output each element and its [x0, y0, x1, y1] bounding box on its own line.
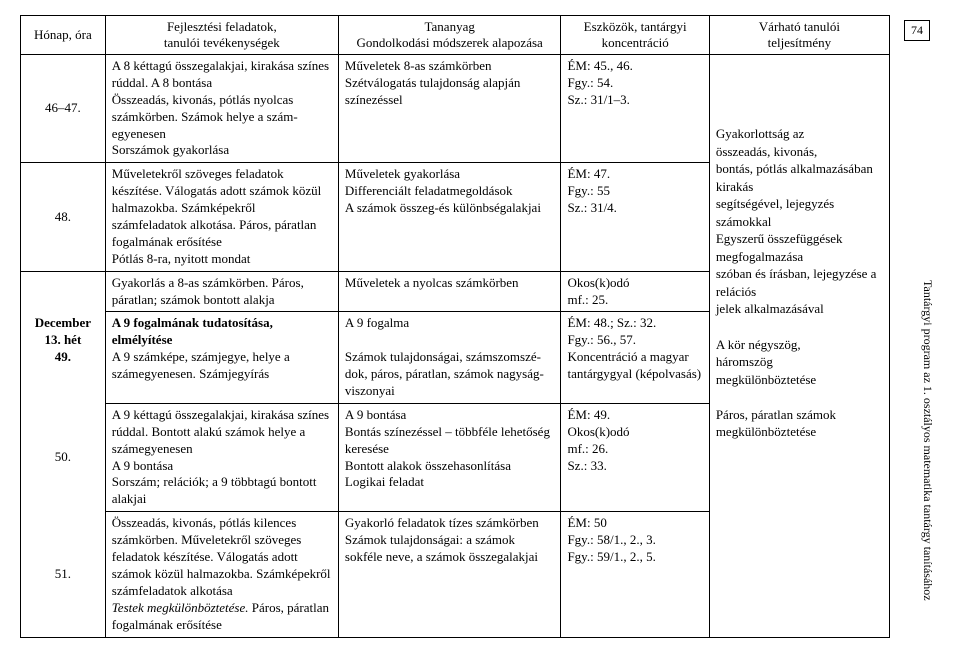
cell-fejl: Összeadás, kivonás, pótlás kilences szám… [105, 512, 338, 637]
cell-fejl: A 8 kéttagú összegalakjai, kirakása szín… [105, 55, 338, 163]
cell-var: Gyakorlottság az összeadás, kivonás, bon… [709, 55, 889, 638]
header-var: Várható tanulói teljesítmény [709, 16, 889, 55]
cell-esz: ÉM: 50 Fgy.: 58/1., 2., 3. Fgy.: 59/1., … [561, 512, 709, 637]
cell-tan: A 9 bontása Bontás színezéssel – többfél… [338, 403, 561, 511]
cell-hora: 50. [21, 403, 106, 511]
header-fejl: Fejlesztési feladatok, tanulói tevékenys… [105, 16, 338, 55]
cell-tan: Gyakorló feladatok tízes számkörben Szám… [338, 512, 561, 637]
cell-hora: 46–47. [21, 55, 106, 163]
cell-esz: ÉM: 49. Okos(k)odó mf.: 26. Sz.: 33. [561, 403, 709, 511]
cell-esz: ÉM: 48.; Sz.: 32. Fgy.: 56., 57. Koncent… [561, 312, 709, 403]
cell-tan: Műveletek 8-as számkörben Szétválogatás … [338, 55, 561, 163]
cell-hora: December 13. hét 49. [21, 312, 106, 403]
header-tan: Tananyag Gondolkodási módszerek alapozás… [338, 16, 561, 55]
cell-esz: ÉM: 47. Fgy.: 55 Sz.: 31/4. [561, 163, 709, 271]
cell-esz: ÉM: 45., 46. Fgy.: 54. Sz.: 31/1–3. [561, 55, 709, 163]
cell-tan: Műveletek gyakorlása Differenciált felad… [338, 163, 561, 271]
cell-esz: Okos(k)odó mf.: 25. [561, 271, 709, 312]
cell-hora: 48. [21, 163, 106, 271]
table-row: 46–47. A 8 kéttagú összegalakjai, kiraká… [21, 55, 890, 163]
cell-hora [21, 271, 106, 312]
header-esz: Eszközök, tantárgyi koncentráció [561, 16, 709, 55]
page-number: 74 [904, 20, 930, 41]
curriculum-table: Hónap, óra Fejlesztési feladatok, tanuló… [20, 15, 890, 638]
main-container: Hónap, óra Fejlesztési feladatok, tanuló… [20, 15, 940, 638]
cell-tan: Műveletek a nyolcas számkörben [338, 271, 561, 312]
cell-fejl: Műveletekről szöveges feladatok készítés… [105, 163, 338, 271]
side-label: Tantárgyi program az 1. osztályos matema… [920, 280, 935, 601]
cell-tan: A 9 fogalma Számok tulajdonságai, számsz… [338, 312, 561, 403]
cell-hora: 51. [21, 512, 106, 637]
header-hora: Hónap, óra [21, 16, 106, 55]
cell-fejl: A 9 kéttagú összegalakjai, kirakása szín… [105, 403, 338, 511]
cell-fejl: A 9 fogalmának tudatosítása, elmélyítése… [105, 312, 338, 403]
cell-fejl: Gyakorlás a 8-as számkörben. Páros, pára… [105, 271, 338, 312]
